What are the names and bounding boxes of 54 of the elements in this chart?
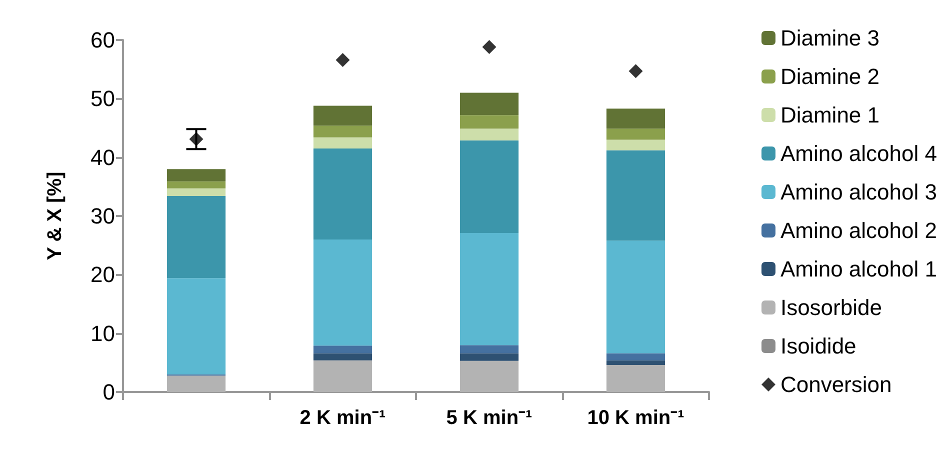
legend-label: Diamine 1 bbox=[780, 102, 880, 128]
bar bbox=[313, 353, 372, 360]
bar bbox=[606, 108, 666, 129]
legend-label: Amino alcohol 2 bbox=[780, 218, 938, 243]
bar bbox=[166, 376, 226, 392]
bar bbox=[313, 126, 372, 138]
bar bbox=[460, 115, 519, 129]
legend-label: Amino alcohol 3 bbox=[780, 180, 938, 204]
y-tick-label: 40 bbox=[90, 144, 115, 170]
legend-label: Amino alcohol 4 bbox=[780, 141, 938, 166]
legend-label: Conversion bbox=[780, 372, 892, 397]
bar bbox=[460, 233, 519, 346]
bar bbox=[166, 188, 226, 196]
y-axis-title: Y & X [%] bbox=[44, 172, 66, 260]
legend-label: Isoidide bbox=[780, 334, 856, 358]
y-tick-label: 0 bbox=[102, 380, 115, 404]
bar bbox=[606, 360, 666, 366]
y-tick-label: 60 bbox=[90, 28, 115, 52]
bar bbox=[460, 345, 519, 354]
bar bbox=[313, 239, 372, 346]
bar bbox=[460, 360, 519, 392]
bar bbox=[460, 140, 519, 234]
bar bbox=[606, 150, 666, 241]
bar bbox=[166, 196, 226, 278]
bar bbox=[460, 92, 519, 116]
x-tick-label: 2 K min⁻¹ bbox=[300, 407, 386, 429]
legend-label: Diamine 2 bbox=[780, 64, 880, 89]
legend-label: Amino alcohol 1 bbox=[780, 256, 938, 282]
bar bbox=[166, 278, 226, 374]
bar bbox=[313, 148, 372, 240]
legend-label: Diamine 3 bbox=[780, 26, 880, 50]
bar bbox=[313, 137, 372, 149]
bar bbox=[460, 353, 519, 361]
x-tick-label: 10 K min⁻¹ bbox=[587, 407, 685, 429]
bar bbox=[606, 128, 666, 140]
bar bbox=[313, 106, 372, 126]
bar bbox=[313, 346, 372, 354]
legend-label: Isosorbide bbox=[780, 295, 882, 320]
point bbox=[628, 64, 643, 78]
bar bbox=[460, 128, 519, 140]
bar bbox=[313, 360, 372, 392]
bar bbox=[606, 240, 666, 354]
y-tick-label: 20 bbox=[90, 262, 115, 288]
bar bbox=[606, 353, 666, 360]
bar bbox=[606, 365, 666, 392]
point bbox=[336, 52, 350, 67]
bar bbox=[166, 169, 226, 182]
y-tick-label: 30 bbox=[90, 204, 115, 228]
bar bbox=[166, 181, 226, 188]
point bbox=[482, 40, 496, 54]
bar bbox=[606, 140, 666, 150]
y-tick-label: 50 bbox=[90, 86, 115, 112]
x-tick-label: 5 K min⁻¹ bbox=[446, 407, 533, 429]
y-tick-label: 10 bbox=[90, 320, 115, 346]
